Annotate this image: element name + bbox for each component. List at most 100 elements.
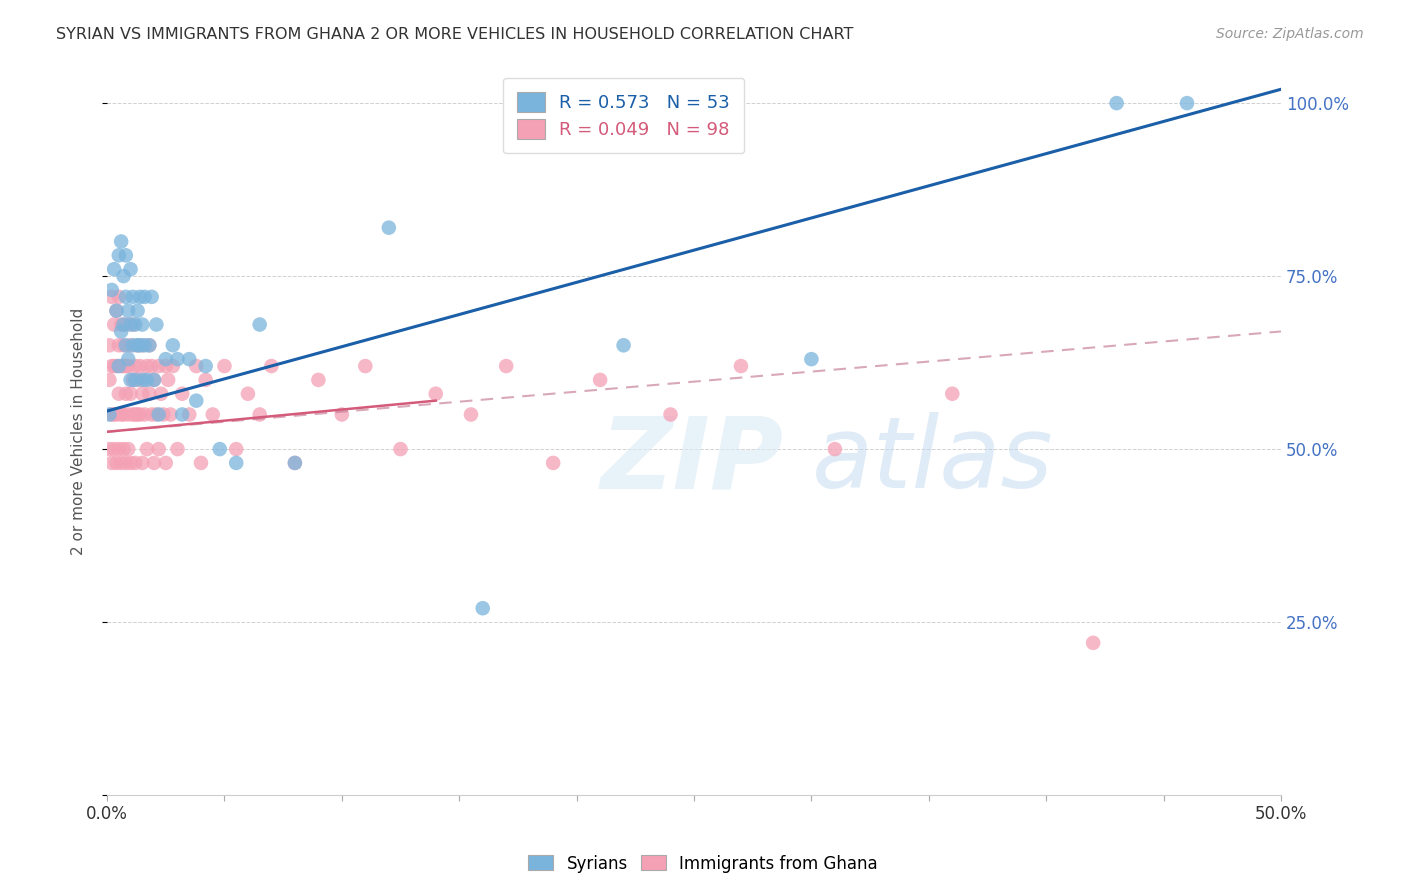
Text: Source: ZipAtlas.com: Source: ZipAtlas.com	[1216, 27, 1364, 41]
Point	[172, 386, 194, 401]
Point	[460, 408, 482, 422]
Point	[112, 408, 135, 422]
Point	[136, 359, 159, 373]
Point	[166, 352, 188, 367]
Point	[110, 235, 132, 249]
Point	[225, 442, 247, 456]
Point	[1081, 636, 1104, 650]
Point	[122, 290, 145, 304]
Point	[110, 408, 132, 422]
Point	[100, 283, 122, 297]
Point	[98, 338, 121, 352]
Point	[108, 290, 131, 304]
Point	[103, 408, 125, 422]
Point	[100, 456, 122, 470]
Point	[112, 338, 135, 352]
Point	[659, 408, 682, 422]
Point	[225, 456, 247, 470]
Point	[120, 318, 142, 332]
Point	[120, 386, 142, 401]
Point	[129, 359, 152, 373]
Point	[141, 290, 163, 304]
Point	[117, 442, 139, 456]
Point	[155, 456, 177, 470]
Point	[103, 318, 125, 332]
Point	[103, 262, 125, 277]
Point	[110, 318, 132, 332]
Point	[120, 338, 142, 352]
Point	[148, 408, 170, 422]
Point	[249, 318, 271, 332]
Point	[145, 408, 167, 422]
Point	[186, 393, 208, 408]
Point	[824, 442, 846, 456]
Point	[115, 456, 138, 470]
Point	[115, 248, 138, 262]
Point	[730, 359, 752, 373]
Point	[155, 352, 177, 367]
Point	[179, 408, 201, 422]
Point	[100, 359, 122, 373]
Point	[201, 408, 224, 422]
Point	[138, 338, 160, 352]
Point	[186, 359, 208, 373]
Point	[124, 456, 146, 470]
Point	[378, 220, 401, 235]
Point	[190, 456, 212, 470]
Point	[120, 456, 142, 470]
Point	[103, 442, 125, 456]
Point	[103, 359, 125, 373]
Point	[800, 352, 823, 367]
Point	[131, 338, 153, 352]
Point	[115, 386, 138, 401]
Point	[110, 325, 132, 339]
Point	[141, 408, 163, 422]
Point	[110, 359, 132, 373]
Point	[134, 338, 156, 352]
Y-axis label: 2 or more Vehicles in Household: 2 or more Vehicles in Household	[72, 308, 86, 556]
Point	[194, 373, 217, 387]
Point	[214, 359, 236, 373]
Point	[108, 442, 131, 456]
Point	[589, 373, 612, 387]
Point	[131, 456, 153, 470]
Point	[122, 338, 145, 352]
Point	[124, 408, 146, 422]
Point	[148, 442, 170, 456]
Point	[157, 373, 180, 387]
Point	[105, 359, 128, 373]
Point	[208, 442, 231, 456]
Point	[124, 359, 146, 373]
Point	[613, 338, 636, 352]
Point	[98, 373, 121, 387]
Point	[115, 338, 138, 352]
Point	[124, 318, 146, 332]
Point	[105, 408, 128, 422]
Point	[236, 386, 259, 401]
Point	[354, 359, 377, 373]
Point	[127, 303, 149, 318]
Point	[162, 338, 184, 352]
Point	[129, 338, 152, 352]
Point	[249, 408, 271, 422]
Point	[115, 359, 138, 373]
Point	[100, 290, 122, 304]
Point	[162, 359, 184, 373]
Point	[112, 442, 135, 456]
Point	[495, 359, 517, 373]
Point	[117, 303, 139, 318]
Point	[115, 318, 138, 332]
Point	[138, 386, 160, 401]
Point	[136, 373, 159, 387]
Point	[131, 318, 153, 332]
Text: SYRIAN VS IMMIGRANTS FROM GHANA 2 OR MORE VEHICLES IN HOUSEHOLD CORRELATION CHAR: SYRIAN VS IMMIGRANTS FROM GHANA 2 OR MOR…	[56, 27, 853, 42]
Point	[194, 359, 217, 373]
Point	[117, 352, 139, 367]
Point	[330, 408, 353, 422]
Point	[122, 318, 145, 332]
Point	[179, 352, 201, 367]
Point	[124, 373, 146, 387]
Point	[1105, 96, 1128, 111]
Point	[155, 359, 177, 373]
Legend: Syrians, Immigrants from Ghana: Syrians, Immigrants from Ghana	[522, 848, 884, 880]
